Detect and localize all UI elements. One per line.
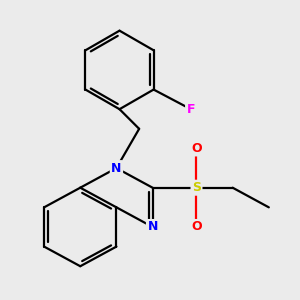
Text: F: F xyxy=(187,103,195,116)
Text: O: O xyxy=(191,220,202,233)
Text: S: S xyxy=(192,181,201,194)
Text: O: O xyxy=(191,142,202,155)
Text: N: N xyxy=(147,220,158,233)
Text: N: N xyxy=(111,162,122,175)
